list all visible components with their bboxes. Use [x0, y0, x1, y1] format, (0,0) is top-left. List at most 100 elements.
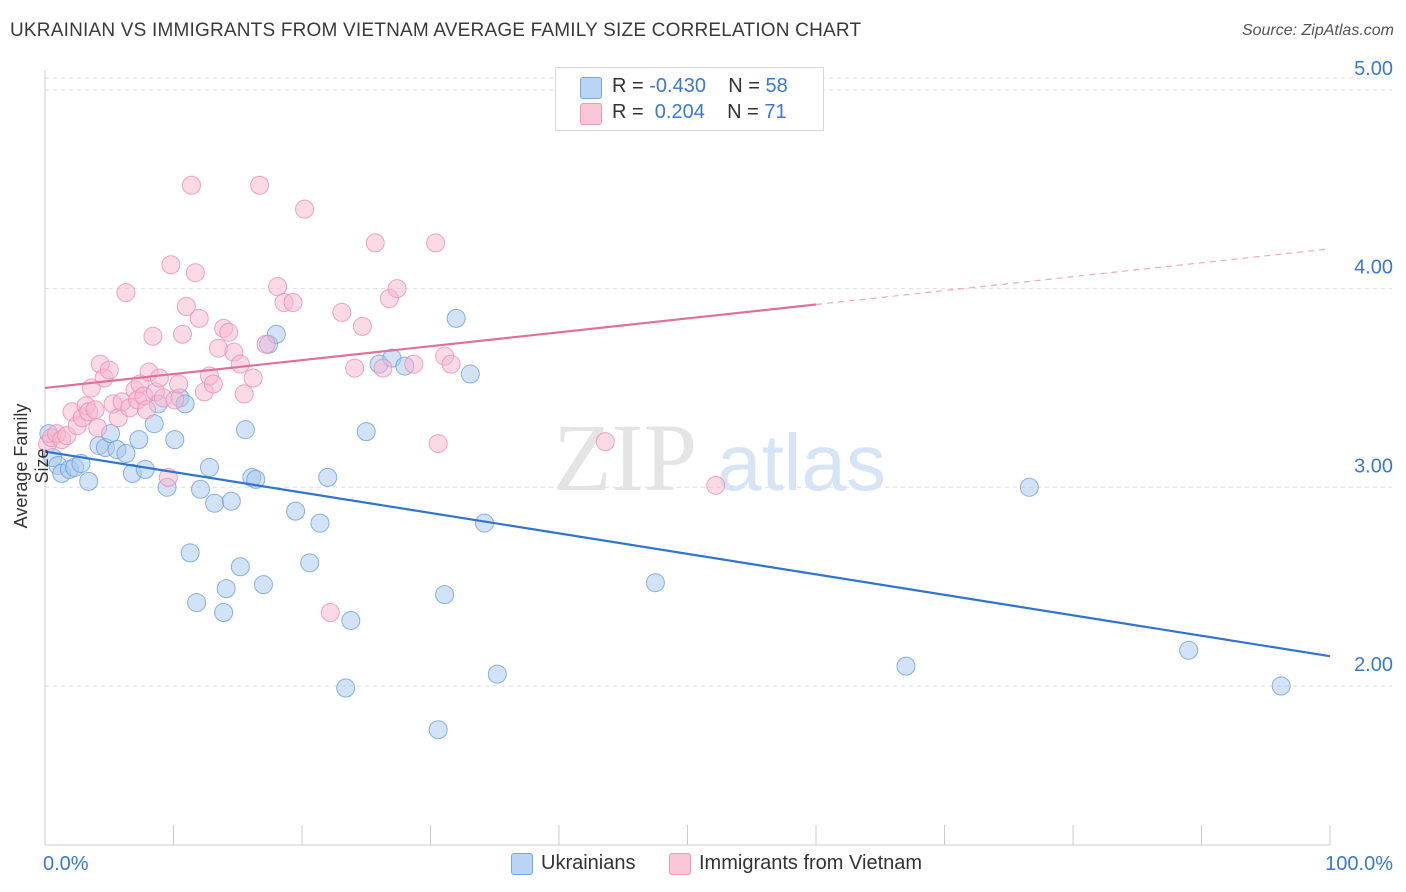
ukrainian-point: [896, 656, 916, 676]
vietnam-point: [320, 603, 340, 622]
tick-labels: 2.00 3.00 4.00 5.00 0.0% 100.0%: [43, 58, 1393, 875]
vietnam-point: [404, 354, 424, 374]
vietnam-point: [373, 358, 393, 378]
ukrainian-point: [286, 501, 306, 521]
ukrainian-point: [460, 364, 480, 384]
vietnam-point: [219, 322, 239, 342]
ukrainian-point: [221, 491, 241, 511]
ukrainian-point: [190, 479, 210, 499]
y-tick-label: 3.00: [1354, 455, 1393, 477]
vietnam-point: [426, 233, 446, 253]
ukrainian-point: [116, 444, 136, 464]
stats-legend: R = -0.430 N = 58 R = 0.204 N = 71: [555, 67, 824, 131]
watermark-atlas: atlas: [717, 418, 886, 507]
ukrainian-point: [645, 573, 665, 593]
vietnam-point: [256, 334, 276, 354]
vietnam-point: [176, 296, 196, 316]
ukrainian-point: [214, 603, 234, 622]
ukrainian-point: [428, 720, 448, 740]
vietnam-point: [250, 175, 270, 195]
ukrainian-point: [180, 543, 200, 563]
chart-title: UKRAINIAN VS IMMIGRANTS FROM VIETNAM AVE…: [10, 20, 862, 41]
vietnam-point: [203, 374, 223, 394]
vietnam-point: [88, 418, 108, 438]
vietnam-point: [345, 358, 365, 378]
vietnam-point: [295, 199, 315, 219]
watermark-zip: ZIP: [553, 404, 697, 511]
vietnam-point: [116, 283, 136, 303]
ukrainian-point: [336, 678, 356, 698]
trend-line-vietnam-point: [44, 303, 817, 390]
y-tick-label: 5.00: [1354, 58, 1393, 80]
ukrainian-point: [356, 422, 376, 442]
x-tick-label: 100.0%: [1325, 853, 1393, 875]
ukrainian-point: [129, 430, 149, 450]
ukrainian-point: [318, 467, 338, 487]
vietnam-point: [165, 390, 185, 410]
legend-r-label: R =: [612, 75, 644, 97]
y-tick-label: 2.00: [1354, 654, 1393, 676]
vietnam-point: [268, 277, 288, 297]
vietnam-point: [161, 255, 181, 275]
vietnam-point: [189, 308, 209, 328]
ukrainian-point: [435, 585, 455, 605]
vietnam-point: [181, 175, 201, 195]
ukrainian-point: [187, 593, 207, 613]
vietnam-point: [428, 434, 448, 454]
watermark: ZIP atlas: [553, 404, 886, 511]
legend-swatch-blue: [580, 77, 602, 99]
ukrainian-point: [165, 430, 185, 450]
ukrainian-point: [1271, 676, 1291, 696]
ukrainian-point: [216, 579, 236, 599]
ukrainian-point: [446, 308, 466, 328]
vietnam-point: [441, 354, 461, 374]
vietnam-point: [234, 384, 254, 404]
ukrainian-point: [253, 575, 273, 595]
ukrainian-point: [1179, 640, 1199, 660]
vietnam-point: [332, 302, 352, 322]
legend-n-value: 71: [764, 101, 787, 123]
bottom-legend-label: Immigrants from Vietnam: [699, 852, 923, 874]
bottom-legend-label: Ukrainians: [541, 852, 636, 874]
ukrainian-point: [300, 553, 320, 573]
data-points: [38, 175, 1291, 740]
y-tick-label: 4.00: [1354, 257, 1393, 279]
vietnam-point: [387, 279, 407, 299]
ukrainian-point: [487, 664, 507, 684]
vietnam-point: [230, 354, 250, 374]
ukrainian-point: [79, 471, 99, 491]
legend-r-value: 0.204: [649, 101, 705, 123]
bottom-legend-swatch-pink: [669, 853, 691, 875]
ukrainian-point: [341, 610, 361, 630]
vietnam-point: [595, 432, 615, 452]
legend-r-label: R =: [612, 101, 644, 123]
ukrainian-point: [199, 457, 219, 477]
trend-line-ukrainian-point: [44, 450, 1331, 658]
legend-n-label: N =: [727, 101, 759, 123]
vietnam-point: [283, 293, 303, 312]
ukrainian-point: [310, 513, 330, 533]
vietnam-point: [143, 326, 163, 346]
vietnam-point: [85, 400, 105, 420]
vietnam-point: [99, 360, 119, 380]
ukrainian-point: [1019, 477, 1039, 497]
vietnam-point: [149, 368, 169, 388]
trend-lines: [44, 248, 1331, 658]
vietnam-point: [169, 374, 189, 394]
vietnam-point: [243, 368, 263, 388]
legend-n-value: 58: [765, 75, 788, 97]
x-tick-label: 0.0%: [43, 853, 89, 875]
ukrainian-point: [230, 557, 250, 577]
y-axis-label: Average Family Size: [11, 403, 52, 529]
ukrainian-point: [235, 420, 255, 440]
vietnam-point: [137, 400, 157, 420]
vietnam-point: [365, 233, 385, 253]
vietnam-point: [172, 324, 192, 344]
vietnam-point: [185, 263, 205, 283]
trend-line-extension-vietnam-point: [815, 248, 1331, 306]
bottom-legend-swatch-blue: [511, 853, 533, 875]
vietnam-point: [352, 316, 372, 336]
ukrainian-point: [205, 493, 225, 513]
legend-swatch-pink: [580, 103, 602, 125]
